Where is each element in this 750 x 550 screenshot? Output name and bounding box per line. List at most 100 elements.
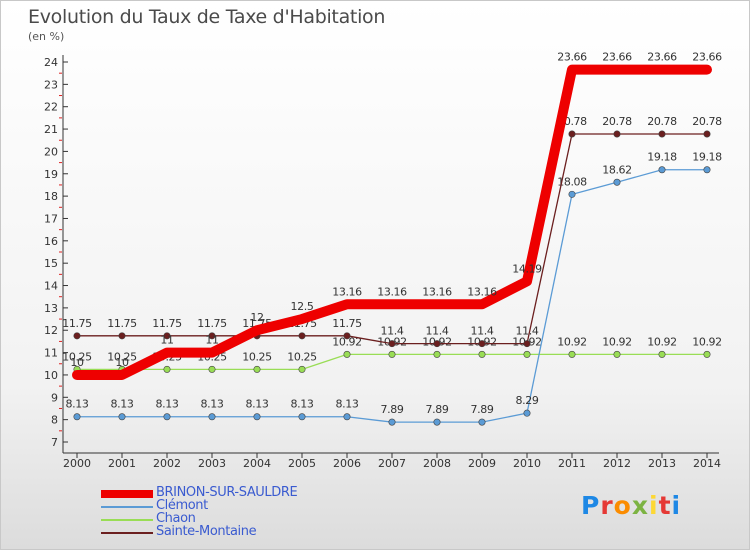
data-label: 11.4 (516, 325, 539, 338)
data-label: 10 (115, 356, 129, 369)
y-tick-label: 20 (44, 145, 58, 158)
data-label: 11 (205, 334, 218, 347)
logo-letter: o (613, 491, 632, 520)
x-tick-label: 2003 (198, 457, 226, 470)
data-point (119, 371, 125, 378)
data-point (434, 301, 440, 308)
data-label: 10.92 (557, 335, 587, 348)
data-label: 11.75 (332, 317, 362, 330)
data-label: 20.78 (647, 115, 677, 128)
data-point (523, 340, 531, 348)
data-label: 7.89 (426, 403, 449, 416)
data-point (479, 301, 485, 308)
data-label: 10.92 (647, 335, 677, 348)
x-tick-label: 2014 (693, 457, 721, 470)
y-tick-label: 24 (44, 56, 58, 69)
logo-letter: t (658, 491, 672, 520)
y-tick-label: 21 (44, 123, 58, 136)
data-label: 20.78 (692, 115, 722, 128)
data-point (388, 340, 396, 348)
data-label: 8.13 (246, 398, 269, 411)
y-tick-label: 7 (51, 436, 58, 449)
data-label: 8.13 (291, 398, 314, 411)
legend-swatch (101, 506, 153, 508)
x-tick-label: 2007 (378, 457, 406, 470)
data-point (478, 340, 486, 348)
data-point (253, 365, 261, 373)
data-point (343, 350, 351, 358)
x-tick-label: 2001 (108, 457, 136, 470)
data-label: 10.25 (62, 350, 92, 363)
x-tick-label: 2008 (423, 457, 451, 470)
x-tick-label: 2004 (243, 457, 271, 470)
data-label: 11 (160, 334, 173, 347)
data-point (208, 332, 216, 340)
x-tick-label: 2006 (333, 457, 361, 470)
x-tick-label: 2011 (558, 457, 586, 470)
data-point (568, 190, 576, 198)
data-point (298, 365, 306, 373)
data-point (433, 340, 441, 348)
logo-letter: i (649, 491, 659, 520)
data-label: 19.18 (647, 151, 677, 164)
y-tick-label: 9 (51, 391, 58, 404)
chart-title: Evolution du Taux de Taxe d'Habitation (28, 6, 386, 28)
data-point (523, 409, 531, 417)
data-point (209, 349, 215, 356)
data-label: 10.92 (692, 335, 722, 348)
data-point (163, 413, 171, 421)
data-point (343, 332, 351, 340)
data-label: 8.13 (201, 398, 224, 411)
data-label: 8.13 (111, 398, 134, 411)
data-label: 10.92 (602, 335, 632, 348)
data-point (613, 178, 621, 186)
data-label: 11.4 (426, 325, 449, 338)
data-point (704, 66, 710, 73)
data-point (524, 278, 530, 285)
data-point (478, 350, 486, 358)
data-label: 7.89 (471, 403, 494, 416)
data-label: 12 (250, 311, 263, 324)
x-tick-label: 2005 (288, 457, 316, 470)
data-point (568, 350, 576, 358)
y-tick-label: 22 (44, 101, 58, 114)
legend-label: Chaon (156, 511, 196, 526)
legend-label: Clémont (156, 498, 208, 513)
data-point (118, 332, 126, 340)
data-point (703, 166, 711, 174)
data-label: 10.92 (332, 335, 362, 348)
data-label: 11.75 (152, 317, 182, 330)
data-label: 8.29 (516, 394, 539, 407)
data-point (254, 327, 260, 334)
data-label: 23.66 (692, 51, 722, 64)
data-point (658, 130, 666, 138)
x-tick-label: 2000 (63, 457, 91, 470)
logo-letter: P (581, 491, 601, 520)
data-label: 13.16 (332, 285, 362, 298)
data-point (703, 350, 711, 358)
x-tick-label: 2012 (603, 457, 631, 470)
data-point (433, 418, 441, 426)
proxiti-logo: Proxiti (581, 491, 681, 520)
data-point (298, 413, 306, 421)
y-tick-label: 14 (44, 280, 58, 293)
unit-label: (en %) (28, 30, 65, 43)
data-label: 13.16 (467, 285, 497, 298)
y-tick-label: 13 (44, 302, 58, 315)
data-point (658, 166, 666, 174)
legend-swatch (101, 490, 153, 498)
data-label: 18.62 (602, 163, 632, 176)
data-label: 10.25 (242, 350, 272, 363)
y-tick-label: 8 (51, 414, 58, 427)
logo-letter: x (631, 491, 649, 520)
data-point (163, 332, 171, 340)
data-point (164, 349, 170, 356)
data-point (343, 413, 351, 421)
data-point (658, 350, 666, 358)
data-label: 23.66 (557, 51, 587, 64)
logo-letter: i (671, 491, 682, 520)
x-tick-label: 2009 (468, 457, 496, 470)
data-label: 14.19 (512, 262, 542, 275)
data-point (569, 66, 575, 73)
